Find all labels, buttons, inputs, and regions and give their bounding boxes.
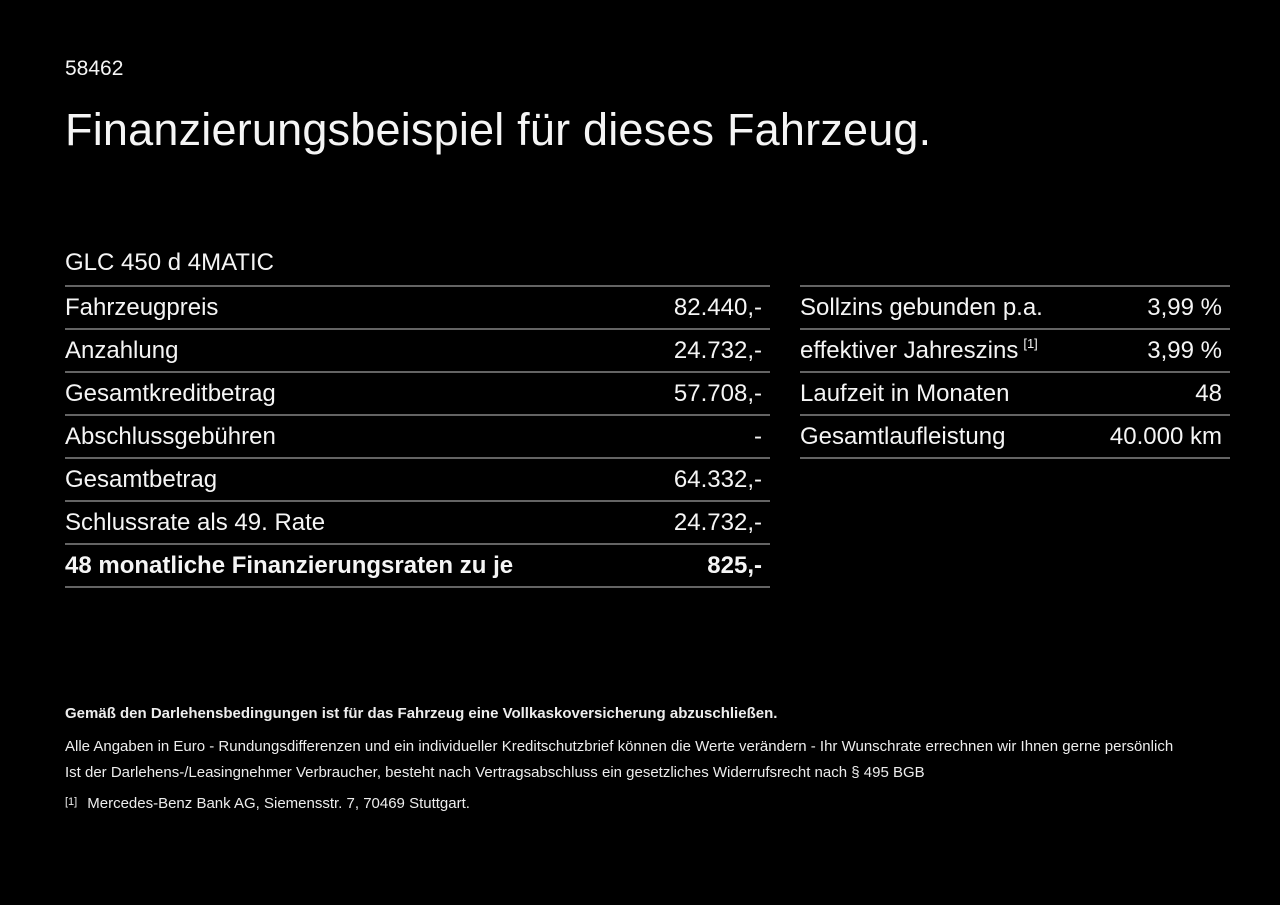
- row-value: 3,99 %: [1147, 336, 1222, 364]
- row-label: Gesamtlaufleistung: [800, 422, 1006, 450]
- row-label: Schlussrate als 49. Rate: [65, 508, 326, 536]
- row-value: 40.000 km: [1109, 422, 1222, 450]
- footer: Gemäß den Darlehensbedingungen ist für d…: [65, 704, 1235, 814]
- row-label-text: effektiver Jahreszins: [800, 336, 1019, 364]
- condition-row-total-mileage: Gesamtlaufleistung 40.000 km: [800, 416, 1230, 459]
- condition-row-term-months: Laufzeit in Monaten 48: [800, 373, 1230, 416]
- row-label: Fahrzeugpreis: [65, 293, 219, 321]
- footnote: [1] Mercedes-Benz Bank AG, Siemensstr. 7,…: [65, 792, 1235, 814]
- row-value: 82.440,-: [673, 293, 762, 321]
- finance-row-closing-fees: Abschlussgebühren -: [65, 416, 770, 459]
- condition-row-effective-interest: effektiver Jahreszins [1] 3,99 %: [800, 330, 1230, 373]
- finance-table: Fahrzeugpreis 82.440,- Anzahlung 24.732,…: [65, 285, 770, 588]
- footnote-text: Mercedes-Benz Bank AG, Siemensstr. 7, 70…: [87, 795, 470, 812]
- insurance-note: Gemäß den Darlehensbedingungen ist für d…: [65, 705, 778, 722]
- row-value: 64.332,-: [673, 465, 762, 493]
- row-value: 48: [1195, 379, 1222, 407]
- row-label: Laufzeit in Monaten: [800, 379, 1010, 407]
- disclaimer-line-1: Alle Angaben in Euro - Rundungsdifferenz…: [65, 738, 1174, 755]
- conditions-table: Sollzins gebunden p.a. 3,99 % effektiver…: [800, 285, 1230, 459]
- finance-row-monthly-rate: 48 monatliche Finanzierungsraten zu je 8…: [65, 545, 770, 588]
- row-label: Anzahlung: [65, 336, 179, 364]
- row-label: Abschlussgebühren: [65, 422, 276, 450]
- row-value: -: [754, 422, 762, 450]
- finance-row-total-amount: Gesamtbetrag 64.332,-: [65, 459, 770, 502]
- footnote-marker: [1]: [65, 796, 78, 808]
- finance-row-down-payment: Anzahlung 24.732,-: [65, 330, 770, 373]
- row-label: Gesamtbetrag: [65, 465, 218, 493]
- row-label: effektiver Jahreszins [1]: [800, 337, 1038, 365]
- vehicle-model: GLC 450 d 4MATIC: [65, 249, 274, 276]
- footnote-ref: [1]: [1023, 335, 1038, 351]
- finance-row-final-installment: Schlussrate als 49. Rate 24.732,-: [65, 502, 770, 545]
- finance-row-total-credit: Gesamtkreditbetrag 57.708,-: [65, 373, 770, 416]
- row-value: 24.732,-: [673, 336, 762, 364]
- row-value: 3,99 %: [1147, 293, 1222, 321]
- row-label: 48 monatliche Finanzierungsraten zu je: [65, 551, 514, 579]
- condition-row-nominal-interest: Sollzins gebunden p.a. 3,99 %: [800, 287, 1230, 330]
- finance-row-vehicle-price: Fahrzeugpreis 82.440,-: [65, 287, 770, 330]
- disclaimer-line-2: Ist der Darlehens-/Leasingnehmer Verbrau…: [65, 764, 925, 781]
- row-value: 825,-: [707, 551, 762, 579]
- row-label: Sollzins gebunden p.a.: [800, 293, 1043, 321]
- row-value: 24.732,-: [673, 508, 762, 536]
- page-title: Finanzierungsbeispiel für dieses Fahrzeu…: [65, 104, 932, 155]
- row-value: 57.708,-: [673, 379, 762, 407]
- row-label: Gesamtkreditbetrag: [65, 379, 276, 407]
- vehicle-ref-number: 58462: [65, 57, 124, 80]
